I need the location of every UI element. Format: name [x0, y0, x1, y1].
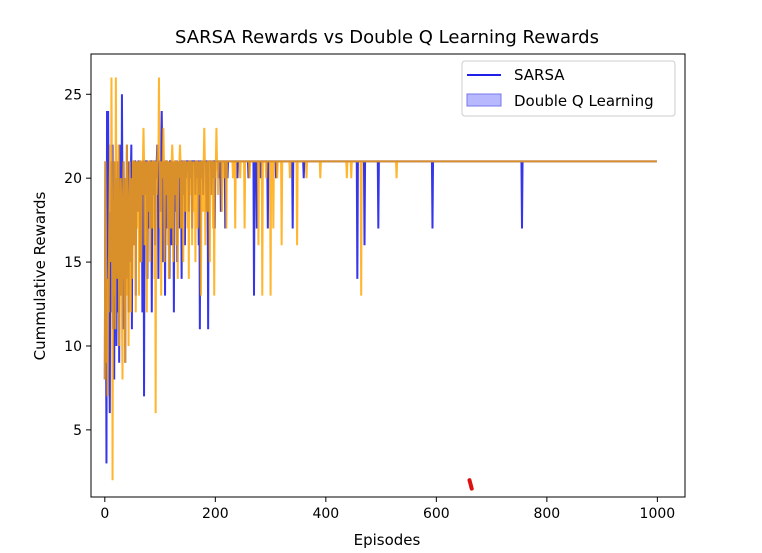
y-axis: 5 10 15 20 25: [64, 87, 91, 439]
legend: SARSA Double Q Learning: [461, 60, 676, 117]
x-axis-label: Episodes: [354, 531, 421, 549]
legend-label-sarsa: SARSA: [514, 66, 565, 84]
legend-swatch-double-q: [466, 93, 502, 107]
plot-area: [103, 77, 657, 491]
plot-frame: [90, 53, 686, 498]
legend-label-double-q: Double Q Learning: [514, 92, 654, 110]
series-line-double-q-learning: [103, 77, 657, 481]
chart-title: SARSA Rewards vs Double Q Learning Rewar…: [175, 27, 599, 48]
y-tick-label-10: 10: [64, 339, 82, 355]
x-axis: 0 200 400 600 800 1000: [100, 497, 675, 522]
x-tick-label-600: 600: [423, 506, 450, 522]
series-layer: [103, 77, 657, 481]
y-tick-label-5: 5: [73, 423, 82, 439]
annotation-layer: [467, 478, 474, 491]
y-tick-label-25: 25: [64, 87, 82, 103]
x-tick-label-800: 800: [533, 506, 560, 522]
x-tick-label-1000: 1000: [640, 506, 676, 522]
y-axis-label: Cummulative Rewards: [31, 191, 49, 360]
series-line-sarsa: [103, 94, 657, 464]
y-tick-label-15: 15: [64, 255, 82, 271]
red-mark-annotation: [467, 478, 474, 491]
x-tick-label-400: 400: [312, 506, 339, 522]
x-tick-label-200: 200: [202, 506, 229, 522]
x-tick-label-0: 0: [100, 506, 109, 522]
y-tick-label-20: 20: [64, 171, 82, 187]
legend-box: [461, 60, 676, 117]
